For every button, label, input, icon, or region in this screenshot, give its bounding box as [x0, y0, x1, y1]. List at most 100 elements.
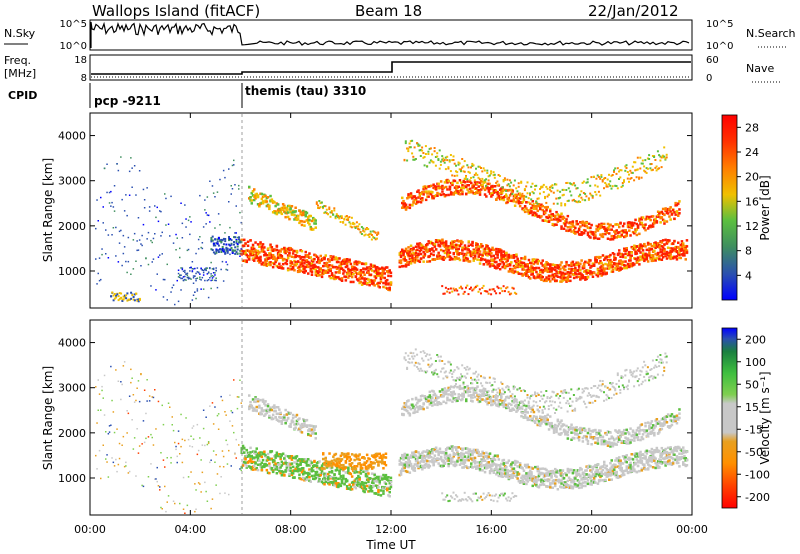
range-cell [354, 260, 358, 263]
range-cell [497, 264, 501, 267]
range-cell [373, 462, 376, 465]
range-cell [419, 252, 423, 256]
range-cell [465, 246, 468, 250]
range-cell [601, 232, 605, 236]
range-cell [545, 266, 548, 270]
range-cell [650, 163, 653, 165]
range-cell [582, 180, 585, 183]
range-cell [409, 247, 413, 251]
range-cell [217, 244, 220, 247]
range-cell [413, 146, 416, 149]
range-cell [456, 252, 459, 255]
range-cell [653, 243, 656, 246]
range-cell [470, 243, 473, 246]
range-cell [278, 466, 281, 470]
range-cell [345, 273, 349, 276]
range-cell [214, 406, 216, 408]
range-cell [649, 257, 652, 260]
range-cell [500, 251, 503, 255]
range-cell [125, 194, 127, 196]
range-cell [222, 280, 225, 282]
range-cell [382, 489, 385, 493]
range-cell [359, 231, 362, 234]
range-cell [456, 190, 459, 193]
range-cell [364, 233, 367, 236]
range-cell [423, 187, 427, 190]
range-cell [398, 463, 401, 466]
range-cell [238, 241, 240, 244]
range-cell [439, 185, 443, 189]
range-cell [600, 235, 603, 238]
range-cell [323, 483, 326, 486]
range-cell [355, 268, 359, 271]
range-cell [527, 258, 531, 262]
range-cell [185, 417, 187, 419]
range-cell [653, 257, 656, 260]
range-cell [404, 140, 407, 143]
range-cell [497, 250, 501, 253]
range-cell [304, 269, 307, 273]
range-cell [655, 253, 659, 257]
range-cell [329, 269, 332, 273]
range-cell [626, 223, 630, 227]
range-cell [367, 269, 370, 273]
range-cell [359, 280, 363, 284]
range-cell [567, 187, 570, 190]
range-cell [352, 221, 355, 224]
range-cell [493, 176, 496, 179]
range-cell [263, 250, 266, 254]
range-cell [611, 225, 615, 228]
range-cell [347, 487, 350, 490]
range-cell [229, 420, 231, 422]
range-cell [259, 413, 262, 416]
range-cell [624, 260, 627, 263]
range-cell [156, 466, 158, 469]
range-cell [155, 216, 157, 219]
range-cell [609, 263, 612, 267]
range-cell [675, 245, 679, 249]
range-cell [541, 219, 544, 222]
range-cell [293, 218, 296, 221]
range-cell [251, 190, 255, 193]
range-cell [284, 459, 287, 462]
range-cell [98, 393, 101, 395]
range-cell [472, 251, 475, 254]
range-cell [349, 485, 353, 489]
range-cell [620, 262, 623, 265]
range-cell [635, 228, 639, 231]
range-cell [539, 207, 542, 211]
range-cell [449, 181, 453, 185]
range-cell [638, 176, 641, 179]
range-cell [476, 258, 479, 261]
range-cell [596, 174, 599, 177]
range-cell [359, 485, 363, 489]
range-cell [635, 252, 639, 255]
range-cell [412, 468, 415, 472]
range-cell [196, 423, 199, 426]
range-cell [314, 464, 317, 467]
range-cell [461, 184, 464, 187]
range-cell [566, 181, 569, 184]
range-cell [569, 275, 572, 278]
range-cell [234, 452, 236, 454]
range-cell [431, 448, 434, 451]
range-cell [258, 404, 261, 408]
range-cell [488, 253, 492, 256]
range-cell [604, 229, 607, 233]
range-cell [288, 461, 291, 465]
range-cell [426, 260, 429, 263]
range-cell [141, 234, 143, 237]
range-cell [559, 219, 562, 222]
range-cell [614, 184, 617, 187]
range-cell [255, 466, 258, 470]
range-cell [332, 255, 335, 258]
range-cell [437, 251, 440, 255]
range-cell [291, 265, 295, 269]
range-cell [263, 409, 266, 412]
range-cell [621, 182, 624, 184]
range-cell [302, 473, 305, 476]
range-cell [318, 270, 321, 273]
range-cell [126, 299, 129, 302]
range-cell [432, 161, 435, 164]
range-cell [95, 258, 97, 260]
